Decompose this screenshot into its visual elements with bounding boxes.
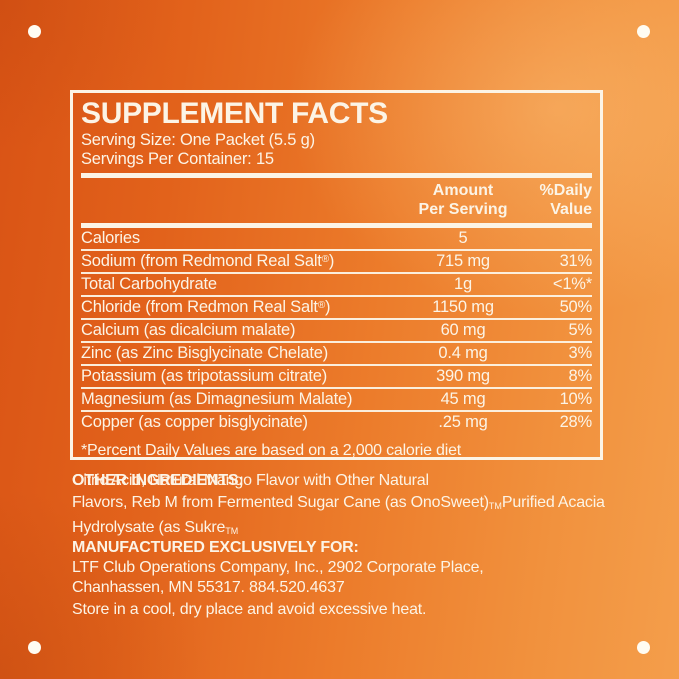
table-row: Sodium (from Redmond Real Salt®) 715 mg 31… xyxy=(81,251,592,274)
daily-value-percent: 10% xyxy=(559,390,593,408)
serving-size: Serving Size: One Packet (5.5 g) xyxy=(81,131,315,149)
amount-value: 390 mg xyxy=(436,367,490,385)
daily-value-percent: 3% xyxy=(568,344,593,362)
table-row: Potassium (as tripotassium citrate) 390 m… xyxy=(81,366,592,389)
table-row: Zinc (as Zinc Bisglycinate Chelate) 0.4 m… xyxy=(81,343,592,366)
amount-value: 715 mg xyxy=(436,252,490,270)
thick-rule xyxy=(81,173,592,178)
spacer xyxy=(81,181,398,219)
nutrient-name: Copper (as copper bisglycinate) xyxy=(81,413,308,431)
amount-value: 1150 mg xyxy=(432,298,494,316)
registration-dot xyxy=(28,25,41,38)
trademark-symbol: TM xyxy=(488,500,502,511)
daily-value-percent: 8% xyxy=(568,367,593,385)
supplement-facts-panel: SUPPLEMENT FACTS Serving Size: One Packe… xyxy=(70,90,603,460)
other-ingredients-label: OTHER INGREDIENTS: xyxy=(72,472,244,489)
daily-value-percent: 5% xyxy=(568,321,593,339)
registered-symbol: ® xyxy=(317,300,325,311)
other-ingredients-text-line2: Flavors, Reb M from Fermented Sugar Cane… xyxy=(72,493,605,511)
nutrient-name: Chloride (from Redmon Real Salt®) xyxy=(81,298,331,316)
amount-value: .25 mg xyxy=(438,413,488,431)
nutrient-name: Sodium (from Redmond Real Salt®) xyxy=(81,252,335,270)
registration-dot xyxy=(28,641,41,654)
table-row: Chloride (from Redmon Real Salt®) 1150 mg… xyxy=(81,297,592,320)
daily-value-header: %Daily Value xyxy=(539,182,592,218)
registration-dot xyxy=(637,641,650,654)
amount-value: 45 mg xyxy=(440,390,486,408)
manufacturer-address-line2: Chanhassen, MN 55317. 884.520.4637 xyxy=(72,579,345,596)
registered-symbol: ® xyxy=(321,254,329,265)
trademark-symbol: TM xyxy=(225,526,239,536)
table-row: Total Carbohydrate 1g <1%* xyxy=(81,274,592,297)
registration-dot xyxy=(637,25,650,38)
nutrient-name: Calcium (as dicalcium malate) xyxy=(81,321,296,339)
daily-value-footnote: *Percent Daily Values are based on a 2,0… xyxy=(81,442,462,459)
other-ingredients-text-line3: Hydrolysate (as SukreTM xyxy=(72,519,239,536)
nutrient-name: Magnesium (as Dimagnesium Malate) xyxy=(81,390,353,408)
amount-value: 60 mg xyxy=(440,321,486,339)
servings-per-container: Servings Per Container: 15 xyxy=(81,150,274,168)
thick-rule xyxy=(81,223,592,228)
nutrient-name: Potassium (as tripotassium citrate) xyxy=(81,367,328,385)
nutrient-name: Zinc (as Zinc Bisglycinate Chelate) xyxy=(81,344,329,362)
daily-value-percent: 50% xyxy=(559,298,593,316)
amount-value: 1g xyxy=(454,275,472,293)
column-headers: Amount Per Serving %Daily Value xyxy=(81,181,592,219)
manufactured-for-label: MANUFACTURED EXCLUSIVELY FOR: xyxy=(72,539,359,556)
nutrient-name: Calories xyxy=(81,229,140,247)
storage-instructions: Store in a cool, dry place and avoid exc… xyxy=(72,601,427,618)
amount-value: 5 xyxy=(458,229,468,247)
table-row: Magnesium (as Dimagnesium Malate) 45 mg 10… xyxy=(81,389,592,412)
nutrient-name: Total Carbohydrate xyxy=(81,275,217,293)
other-ingredients-section: Citric Acid, Natural Mango Flavor with O… xyxy=(72,470,620,543)
table-row: Copper (as copper bisglycinate) .25 mg 28% xyxy=(81,412,592,433)
other-ingredients-overlap-line: Citric Acid, Natural Mango Flavor with O… xyxy=(72,470,620,492)
amount-value: 0.4 mg xyxy=(438,344,488,362)
table-row: Calories 5 xyxy=(81,228,592,251)
manufacturer-address-line1: LTF Club Operations Company, Inc., 2902 … xyxy=(72,559,484,576)
other-ingredients-text-line1: Citric Acid, Natural Mango Flavor with O… xyxy=(72,472,429,489)
amount-per-serving-header: Amount Per Serving xyxy=(418,182,508,218)
daily-value-percent: 28% xyxy=(559,413,593,431)
table-row: Calcium (as dicalcium malate) 60 mg 5% xyxy=(81,320,592,343)
panel-title: SUPPLEMENT FACTS xyxy=(81,97,388,130)
manufacturer-section: MANUFACTURED EXCLUSIVELY FOR: LTF Club O… xyxy=(72,538,620,598)
nutrient-table: Calories 5 Sodium (from Redmond Real Salt®… xyxy=(81,228,592,433)
daily-value-percent: <1%* xyxy=(552,275,592,293)
daily-value-percent: 31% xyxy=(559,252,593,270)
